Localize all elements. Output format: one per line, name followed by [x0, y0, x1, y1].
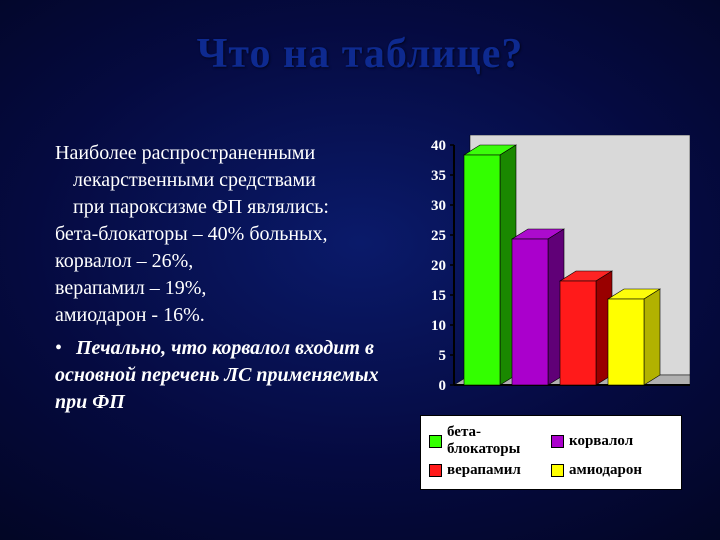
chart-legend: бета-блокаторы корвалол верапамил амиодарон	[420, 415, 682, 490]
legend-item: амиодарон	[551, 462, 673, 479]
intro-text: Наиболее распространенными лекарственным…	[55, 140, 395, 221]
text-row: амиодарон - 16%.	[55, 302, 395, 329]
chart-svg: 0 5 10 15 20 25 30 35 40	[420, 135, 690, 405]
legend-swatch	[551, 464, 564, 477]
svg-text:20: 20	[431, 258, 446, 274]
legend-label: амиодарон	[569, 462, 642, 479]
slide-title: Что на таблице?	[0, 30, 720, 78]
intro-line: лекарственными средствами	[55, 167, 395, 194]
legend-label: бета-блокаторы	[447, 424, 551, 458]
svg-text:25: 25	[431, 228, 446, 244]
legend-swatch	[551, 435, 564, 448]
legend-label: верапамил	[447, 462, 521, 479]
legend-item: бета-блокаторы	[429, 424, 551, 458]
intro-line: Наиболее распространенными	[55, 142, 315, 164]
svg-text:5: 5	[439, 348, 447, 364]
legend-swatch	[429, 464, 442, 477]
legend-item: верапамил	[429, 462, 551, 479]
intro-line: при пароксизме ФП являлись:	[55, 194, 395, 221]
text-row: верапамил – 19%,	[55, 275, 395, 302]
svg-text:40: 40	[431, 138, 446, 154]
body-text-block: Наиболее распространенными лекарственным…	[55, 140, 395, 416]
svg-text:10: 10	[431, 318, 446, 334]
svg-text:15: 15	[431, 288, 446, 304]
svg-text:0: 0	[439, 378, 447, 394]
legend-swatch	[429, 435, 442, 448]
svg-text:35: 35	[431, 168, 446, 184]
bullet-text: Печально, что корвалол входит в основной…	[55, 337, 379, 413]
legend-item: корвалол	[551, 424, 673, 458]
text-row: корвалол – 26%,	[55, 248, 395, 275]
bullet-item: • Печально, что корвалол входит в основн…	[55, 335, 395, 416]
svg-text:30: 30	[431, 198, 446, 214]
bar-chart: 0 5 10 15 20 25 30 35 40	[420, 135, 690, 410]
bullet-symbol: •	[55, 335, 71, 362]
text-row: бета-блокаторы – 40% больных,	[55, 221, 395, 248]
legend-label: корвалол	[569, 433, 633, 450]
